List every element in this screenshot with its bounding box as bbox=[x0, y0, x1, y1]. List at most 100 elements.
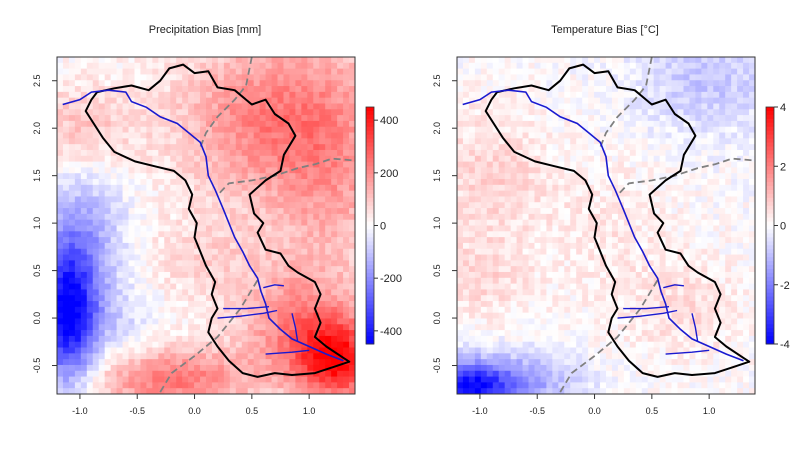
heatmap-cell bbox=[188, 149, 195, 157]
heatmap-cell bbox=[617, 266, 625, 273]
heatmap-cell bbox=[522, 376, 529, 383]
heatmap-cell bbox=[128, 359, 135, 366]
heatmap-cell bbox=[611, 370, 619, 377]
heatmap-cell bbox=[271, 138, 278, 145]
heatmap-cell bbox=[528, 289, 535, 296]
heatmap-cell bbox=[146, 74, 153, 81]
heatmap-cell bbox=[211, 330, 219, 337]
heatmap-cell bbox=[462, 341, 470, 348]
heatmap-cell bbox=[217, 149, 225, 157]
heatmap-cell bbox=[528, 126, 535, 133]
heatmap-cell bbox=[301, 330, 308, 337]
heatmap-cell bbox=[641, 213, 649, 221]
heatmap-cell bbox=[289, 202, 296, 209]
heatmap-cell bbox=[241, 184, 249, 192]
heatmap-cell bbox=[629, 295, 637, 302]
heatmap-cell bbox=[558, 306, 565, 314]
heatmap-cell bbox=[480, 103, 488, 110]
heatmap-cell bbox=[647, 132, 655, 139]
heatmap-cell bbox=[62, 312, 70, 319]
heatmap-cell bbox=[92, 237, 100, 244]
colorbar-segment bbox=[366, 205, 374, 211]
heatmap-cell bbox=[259, 271, 266, 279]
heatmap-cell bbox=[146, 347, 153, 354]
heatmap-cell bbox=[629, 167, 637, 174]
heatmap-cell bbox=[295, 97, 302, 104]
heatmap-cell bbox=[552, 248, 559, 255]
heatmap-cell bbox=[582, 318, 589, 325]
heatmap-cell bbox=[104, 161, 112, 168]
heatmap-cell bbox=[558, 57, 565, 64]
heatmap-cell bbox=[594, 202, 601, 209]
heatmap-cell bbox=[86, 190, 94, 197]
heatmap-cell bbox=[617, 161, 625, 168]
heatmap-cell bbox=[146, 260, 153, 267]
heatmap-cell bbox=[277, 382, 284, 389]
heatmap-cell bbox=[74, 208, 82, 215]
heatmap-cell bbox=[146, 248, 153, 255]
heatmap-cell bbox=[617, 231, 625, 238]
heatmap-cell bbox=[498, 202, 506, 209]
heatmap-cell bbox=[86, 248, 94, 255]
heatmap-cell bbox=[528, 330, 535, 337]
heatmap-cell bbox=[480, 248, 488, 255]
heatmap-cell bbox=[176, 57, 183, 64]
heatmap-cell bbox=[104, 103, 112, 110]
heatmap-cell bbox=[480, 295, 488, 302]
heatmap-cell bbox=[349, 359, 356, 366]
heatmap-cell bbox=[116, 74, 123, 81]
heatmap-cell bbox=[528, 202, 535, 209]
heatmap-cell bbox=[349, 271, 356, 279]
heatmap-cell bbox=[564, 353, 571, 360]
heatmap-cell bbox=[474, 86, 482, 93]
heatmap-cell bbox=[188, 161, 195, 168]
heatmap-cell bbox=[552, 341, 559, 348]
heatmap-cell bbox=[492, 80, 500, 87]
heatmap-cell bbox=[528, 219, 535, 226]
heatmap-cell bbox=[253, 324, 261, 331]
heatmap-cell bbox=[182, 388, 189, 395]
heatmap-cell bbox=[301, 86, 308, 93]
heatmap-cell bbox=[247, 312, 255, 319]
heatmap-cell bbox=[188, 341, 195, 348]
heatmap-cell bbox=[462, 68, 470, 75]
heatmap-cell bbox=[516, 213, 523, 221]
heatmap-cell bbox=[594, 260, 601, 267]
heatmap-cell bbox=[241, 219, 249, 226]
heatmap-cell bbox=[217, 277, 225, 284]
heatmap-cell bbox=[504, 190, 512, 197]
heatmap-cell bbox=[534, 353, 541, 360]
heatmap-cell bbox=[564, 161, 571, 168]
heatmap-cell bbox=[62, 126, 70, 133]
heatmap-cell bbox=[86, 260, 94, 267]
heatmap-cell bbox=[92, 370, 100, 377]
heatmap-cell bbox=[337, 254, 344, 261]
heatmap-cell bbox=[128, 103, 135, 110]
heatmap-cell bbox=[277, 97, 284, 104]
heatmap-cell bbox=[635, 335, 643, 343]
heatmap-cell bbox=[647, 388, 655, 395]
heatmap-cell bbox=[313, 271, 320, 279]
heatmap-cell bbox=[564, 91, 571, 99]
heatmap-cell bbox=[170, 266, 177, 273]
heatmap-cell bbox=[635, 330, 643, 337]
heatmap-cell bbox=[229, 260, 237, 267]
heatmap-cell bbox=[570, 388, 577, 395]
heatmap-cell bbox=[170, 364, 177, 372]
heatmap-cell bbox=[140, 370, 147, 377]
heatmap-cell bbox=[510, 295, 517, 302]
heatmap-cell bbox=[325, 144, 332, 151]
heatmap-cell bbox=[653, 86, 661, 93]
heatmap-cell bbox=[229, 196, 237, 203]
heatmap-cell bbox=[68, 388, 76, 395]
heatmap-cell bbox=[653, 248, 661, 255]
heatmap-cell bbox=[546, 260, 553, 267]
heatmap-cell bbox=[457, 277, 464, 284]
heatmap-cell bbox=[617, 120, 625, 128]
heatmap-cell bbox=[641, 231, 649, 238]
heatmap-cell bbox=[68, 91, 76, 99]
heatmap-cell bbox=[289, 341, 296, 348]
heatmap-cell bbox=[343, 74, 350, 81]
heatmap-cell bbox=[217, 91, 225, 99]
heatmap-cell bbox=[492, 86, 500, 93]
